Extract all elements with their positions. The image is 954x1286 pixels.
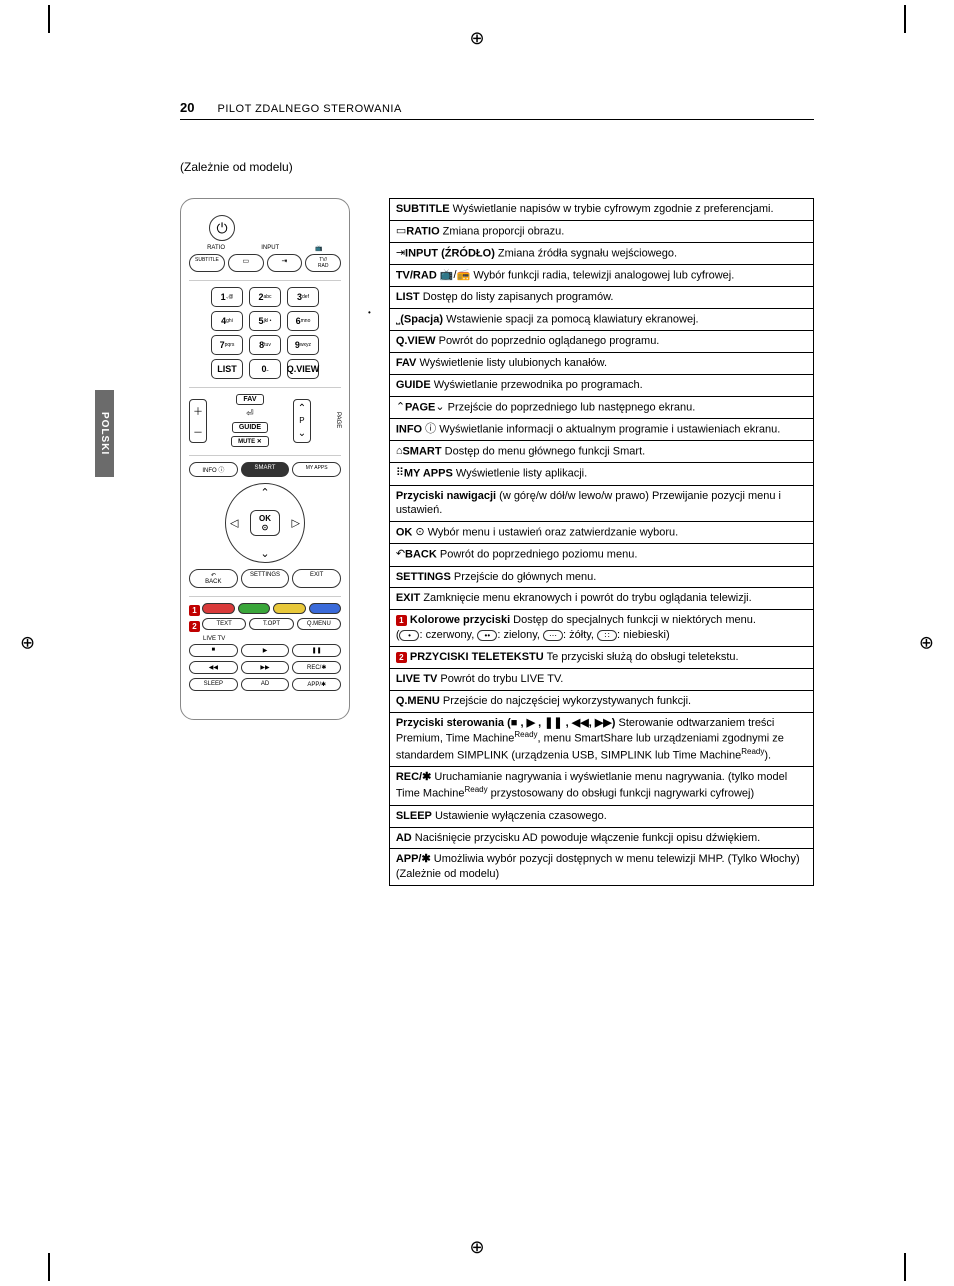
ok-button: OK ⊙ [250, 510, 280, 536]
ratio-label: RATIO [207, 245, 225, 252]
numpad-key: 6mno [287, 311, 319, 331]
numpad-key: LIST [211, 359, 243, 379]
crop-mark-top: ⊕ [469, 28, 484, 49]
page-header: 20 PILOT ZDALNEGO STEROWANIA [180, 100, 814, 120]
page-label: PAGE [335, 412, 341, 428]
button-descriptions: SUBTITLE Wyświetlanie napisów w trybie c… [389, 198, 814, 886]
desc-row: ⌂ SMART Dostęp do menu głównego funkcji … [390, 441, 813, 463]
desc-row: REC/✱ Uruchamianie nagrywania i wyświetl… [390, 767, 813, 805]
ratio-button: ▭ [228, 254, 264, 272]
desc-row: SLEEP Ustawienie wyłączenia czasowego. [390, 806, 813, 828]
desc-row: Q.MENU Przejście do najczęściej wykorzys… [390, 691, 813, 713]
language-tab: POLSKI [95, 390, 114, 477]
crop-mark-left: ⊕ [20, 633, 35, 654]
back-button: ↶BACK [189, 569, 238, 588]
desc-row: ⎵ (Spacja) Wstawienie spacji za pomocą k… [390, 309, 813, 331]
numpad-key: 9wxyz [287, 335, 319, 355]
nav-ring: ⌃⌄◁▷ OK ⊙ [225, 483, 305, 563]
header-title: PILOT ZDALNEGO STEROWANIA [218, 103, 402, 115]
numpad-key: Q.VIEW [287, 359, 319, 379]
desc-row: ▭ RATIO Zmiana proporcji obrazu. [390, 221, 813, 243]
desc-row: GUIDE Wyświetlanie przewodnika po progra… [390, 375, 813, 397]
badge-2: 2 [189, 621, 200, 632]
red-button [202, 603, 235, 614]
exit-button: EXIT [292, 569, 341, 588]
desc-row: Q.VIEW Powrót do poprzednio oglądanego p… [390, 331, 813, 353]
playback-button: APP/✱ [292, 678, 341, 691]
subtitle-button: SUBTITLE [189, 254, 225, 272]
numpad: 1.,@ 2abc 3def 4ghi 5jkl • 6mno 7pqrs 8tuv 9wxyz… [189, 287, 341, 379]
desc-row: SUBTITLE Wyświetlanie napisów w trybie c… [390, 199, 813, 221]
desc-row: Przyciski nawigacji (w górę/w dół/w lewo… [390, 486, 813, 523]
crop-mark-bottom: ⊕ [469, 1237, 484, 1258]
badge-1: 1 [189, 605, 200, 616]
playback-button: ◀◀ [189, 661, 238, 674]
desc-row: ⇥ INPUT (ŹRÓDŁO) Zmiana źródła sygnału w… [390, 243, 813, 265]
desc-row: INFO ⓘ Wyświetlanie informacji o aktualn… [390, 419, 813, 441]
playback-button: ❚❚ [292, 644, 341, 657]
desc-row: ↶ BACK Powrót do poprzedniego poziomu me… [390, 544, 813, 566]
desc-row: Przyciski sterowania (■ , ▶ , ❚❚ , ◀◀, ▶… [390, 713, 813, 768]
playback-button: REC/✱ [292, 661, 341, 674]
desc-row: ⌃ PAGE ⌄ Przejście do poprzedniego lub n… [390, 397, 813, 418]
input-label: INPUT [261, 245, 279, 252]
power-button-icon: ⏻ [209, 215, 235, 241]
smart-button: SMART [241, 462, 290, 477]
desc-row: OK ⊙ Wybór menu i ustawień oraz zatwierd… [390, 522, 813, 544]
prev-ch-icon: ⏎ [246, 408, 254, 419]
mute-button: MUTE ✕ [231, 436, 269, 447]
page-number: 20 [180, 100, 194, 115]
page-edge [48, 1253, 50, 1281]
desc-row: SETTINGS Przejście do głównych menu. [390, 567, 813, 589]
playback-button: ■ [189, 644, 238, 657]
page-edge [904, 5, 906, 33]
blue-button [309, 603, 342, 614]
numpad-key: 7pqrs [211, 335, 243, 355]
model-note: (Zależnie od modelu) [180, 160, 814, 174]
qmenu-button: Q.MENU [297, 618, 341, 630]
desc-row: LIVE TV Powrót do trybu LIVE TV. [390, 669, 813, 691]
text-button: TEXT [202, 618, 246, 630]
topt-button: T.OPT [249, 618, 293, 630]
desc-row: LIST Dostęp do listy zapisanych programó… [390, 287, 813, 309]
desc-row: EXIT Zamknięcie menu ekranowych i powrót… [390, 588, 813, 609]
page-edge [904, 1253, 906, 1281]
connector-dot: • [368, 308, 371, 317]
info-button: INFO ⓘ [189, 462, 238, 477]
numpad-key: 8tuv [249, 335, 281, 355]
remote-control-diagram: ⏻ RATIO INPUT 📺 SUBTITLE ▭ ⇥ TV/ RAD 1.,… [180, 198, 350, 720]
green-button [238, 603, 271, 614]
numpad-key: 0⎵ [249, 359, 281, 379]
numpad-key: 5jkl • [249, 311, 281, 331]
desc-row: TV/RAD 📺/📻 Wybór funkcji radia, telewizj… [390, 265, 813, 286]
page-edge [48, 5, 50, 33]
playback-button: SLEEP [189, 678, 238, 691]
numpad-key: 1.,@ [211, 287, 243, 307]
livetv-label: LIVE TV [203, 636, 341, 642]
desc-row: FAV Wyświetlenie listy ulubionych kanałó… [390, 353, 813, 375]
desc-row: ⠿ MY APPS Wyświetlenie listy aplikacji. [390, 463, 813, 485]
desc-row: AD Naciśnięcie przycisku AD powoduje włą… [390, 828, 813, 850]
numpad-key: 4ghi [211, 311, 243, 331]
volume-rocker: ＋－ [189, 399, 207, 443]
tv-icon-label: 📺 [315, 245, 322, 252]
numpad-key: 2abc [249, 287, 281, 307]
playback-button: ▶▶ [241, 661, 290, 674]
crop-mark-right: ⊕ [919, 633, 934, 654]
numpad-key: 3def [287, 287, 319, 307]
desc-row: APP/✱ Umożliwia wybór pozycji dostępnych… [390, 849, 813, 885]
yellow-button [273, 603, 306, 614]
channel-rocker: ⌃P⌄ [293, 399, 311, 443]
tvrad-button: TV/ RAD [305, 254, 341, 272]
fav-button: FAV [236, 394, 263, 405]
desc-row: 1 Kolorowe przyciski Dostęp do specjalny… [390, 610, 813, 647]
playback-button: ▶ [241, 644, 290, 657]
guide-button: GUIDE [232, 422, 268, 433]
playback-button: AD [241, 678, 290, 691]
desc-row: 2 PRZYCISKI TELETEKSTU Te przyciski służ… [390, 647, 813, 669]
settings-button: SETTINGS [241, 569, 290, 588]
myapps-button: MY APPS [292, 462, 341, 477]
input-button: ⇥ [267, 254, 303, 272]
